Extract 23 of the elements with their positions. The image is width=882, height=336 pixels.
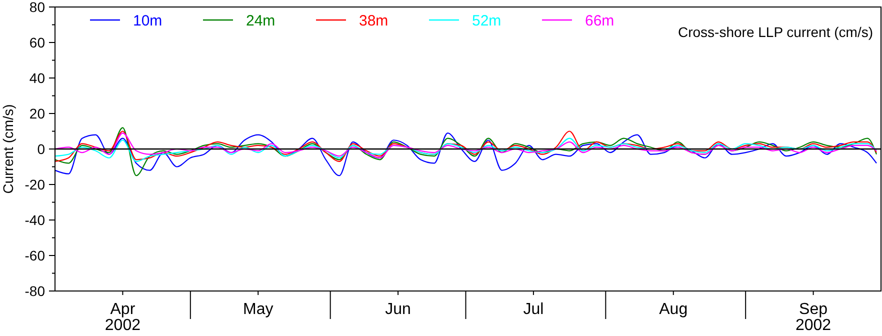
legend-label: 66m xyxy=(585,12,614,30)
legend-label: 38m xyxy=(359,12,388,30)
legend-label: 52m xyxy=(472,12,502,30)
y-tick-label: 20 xyxy=(29,105,46,122)
y-tick-label: 80 xyxy=(29,0,46,15)
x-tick-label: May xyxy=(243,301,274,318)
legend-label: 10m xyxy=(133,12,162,30)
text: Cross-shore LLP current (cm/s) xyxy=(678,24,873,40)
y-tick-label: 60 xyxy=(29,34,46,50)
y-axis-title: Current (cm/s) xyxy=(0,104,16,194)
y-tick-label: 0 xyxy=(37,140,46,157)
legend-label: 24m xyxy=(246,12,276,30)
line-series xyxy=(54,138,878,162)
x-tick-label: Sep 2002 xyxy=(796,301,832,334)
y-tick-label: -60 xyxy=(24,247,46,264)
y-tick-label: 40 xyxy=(29,70,46,86)
x-tick-label: Apr 2002 xyxy=(104,301,141,334)
x-tick-label: Jul xyxy=(523,301,544,318)
y-tick-label: -20 xyxy=(24,176,46,192)
y-tick-label: -80 xyxy=(24,282,46,299)
x-tick-label: Jun xyxy=(385,301,411,318)
y-tick-label: -40 xyxy=(24,212,46,228)
x-tick-label: Aug xyxy=(659,301,688,318)
